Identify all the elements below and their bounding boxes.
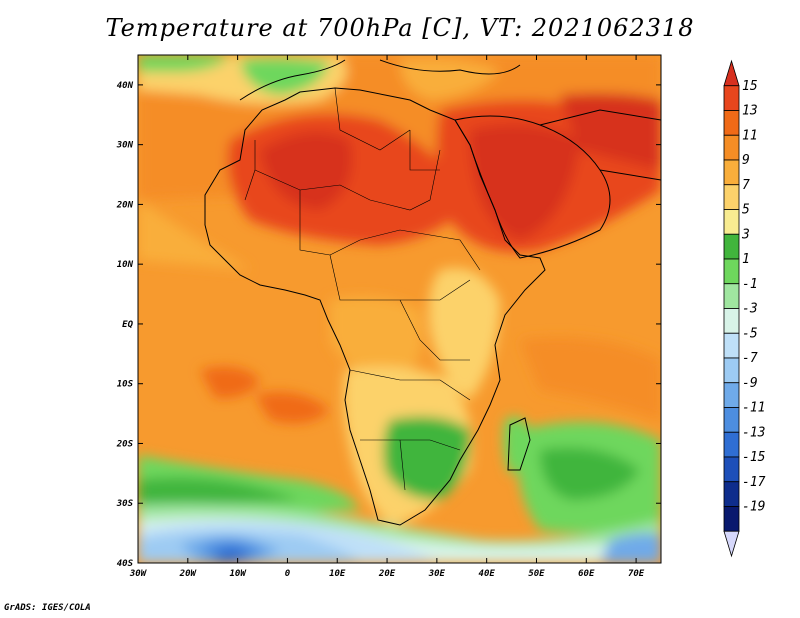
lon-tick-label: 30W — [129, 569, 148, 579]
borders — [244, 87, 481, 491]
colorbar-swatch — [723, 481, 740, 507]
colorbar-swatch — [723, 382, 740, 408]
lon-tick-label: 10W — [229, 569, 247, 579]
colorbar-label: -11 — [742, 401, 765, 416]
colorbar: 15 13 11 9 7 5 3 1 -1 -3 -5 -7 -9 -11 -13 -15 -17 -19 — [723, 59, 766, 558]
colorbar-swatch — [723, 258, 740, 285]
lon-tick-label: 20E — [378, 569, 396, 579]
colorbar-label: 15 — [742, 79, 758, 94]
colorbar-swatch — [723, 332, 740, 359]
lat-tick-label: 20S — [116, 439, 134, 449]
coastlines — [204, 59, 661, 526]
colorbar-label: 13 — [742, 104, 758, 119]
lat-tick-label: 40N — [117, 81, 134, 91]
lat-tick-label: 10S — [117, 380, 134, 390]
lon-tick-label: 10E — [329, 569, 346, 579]
lat-tick-label: 30S — [116, 499, 134, 509]
colorbar-swatch — [723, 283, 740, 309]
colorbar-top-triangle — [723, 59, 740, 87]
colorbar-swatch — [723, 184, 740, 210]
lat-tick-label: EQ — [122, 320, 133, 330]
colorbar-swatch — [723, 209, 740, 235]
colorbar-swatch — [723, 134, 740, 161]
lon-tick-label: 50E — [528, 569, 545, 579]
lat-tick-label: 20N — [116, 200, 134, 210]
lon-tick-label: 40E — [479, 569, 496, 579]
colorbar-label: -19 — [742, 500, 765, 515]
colorbar-swatch — [723, 431, 740, 458]
colorbar-label: 5 — [742, 203, 750, 218]
colorbar-label: -17 — [742, 475, 766, 490]
credit-text: GrADS: IGES/COLA — [4, 603, 91, 613]
colorbar-swatch — [723, 159, 740, 186]
lon-tick-label: 60E — [578, 569, 595, 579]
colorbar-swatch — [723, 407, 740, 433]
colorbar-swatch — [723, 110, 740, 136]
axis-ticks: 30W 20W 10W 0 10E 20E 30E 40E 50E 60E 70E 40N 30N 20N… — [116, 55, 661, 579]
colorbar-swatch — [723, 308, 740, 334]
colorbar-label: 3 — [741, 227, 750, 242]
colorbar-swatch — [723, 456, 740, 483]
lon-tick-label: 0 — [285, 569, 291, 579]
colorbar-swatch — [723, 357, 740, 384]
colorbar-label: 1 — [742, 252, 750, 267]
map-frame — [137, 54, 662, 564]
colorbar-swatch — [723, 506, 740, 532]
colorbar-label: -15 — [742, 450, 766, 465]
lat-tick-label: 30N — [116, 141, 134, 151]
colorbar-swatch — [723, 85, 740, 111]
map-title: Temperature at 700hPa [C], VT: 202106231… — [105, 14, 695, 42]
lon-tick-label: 70E — [628, 569, 645, 579]
lon-tick-label: 30E — [428, 569, 446, 579]
colorbar-label: -7 — [742, 351, 758, 366]
colorbar-label: -3 — [742, 302, 758, 317]
colorbar-label: -1 — [742, 277, 758, 292]
lon-tick-label: 20W — [179, 569, 198, 579]
colorbar-label: -5 — [742, 326, 758, 341]
lat-tick-label: 10N — [117, 260, 134, 270]
colorbar-label: 9 — [742, 153, 750, 168]
colorbar-label: -9 — [742, 376, 758, 391]
lat-tick-label: 40S — [117, 559, 134, 569]
colorbar-label: -13 — [742, 425, 765, 440]
colorbar-label: 11 — [742, 128, 758, 143]
colorbar-label: 7 — [742, 178, 750, 193]
temperature-field — [138, 55, 661, 563]
colorbar-bottom-triangle — [723, 530, 740, 558]
colorbar-swatch — [723, 233, 740, 260]
